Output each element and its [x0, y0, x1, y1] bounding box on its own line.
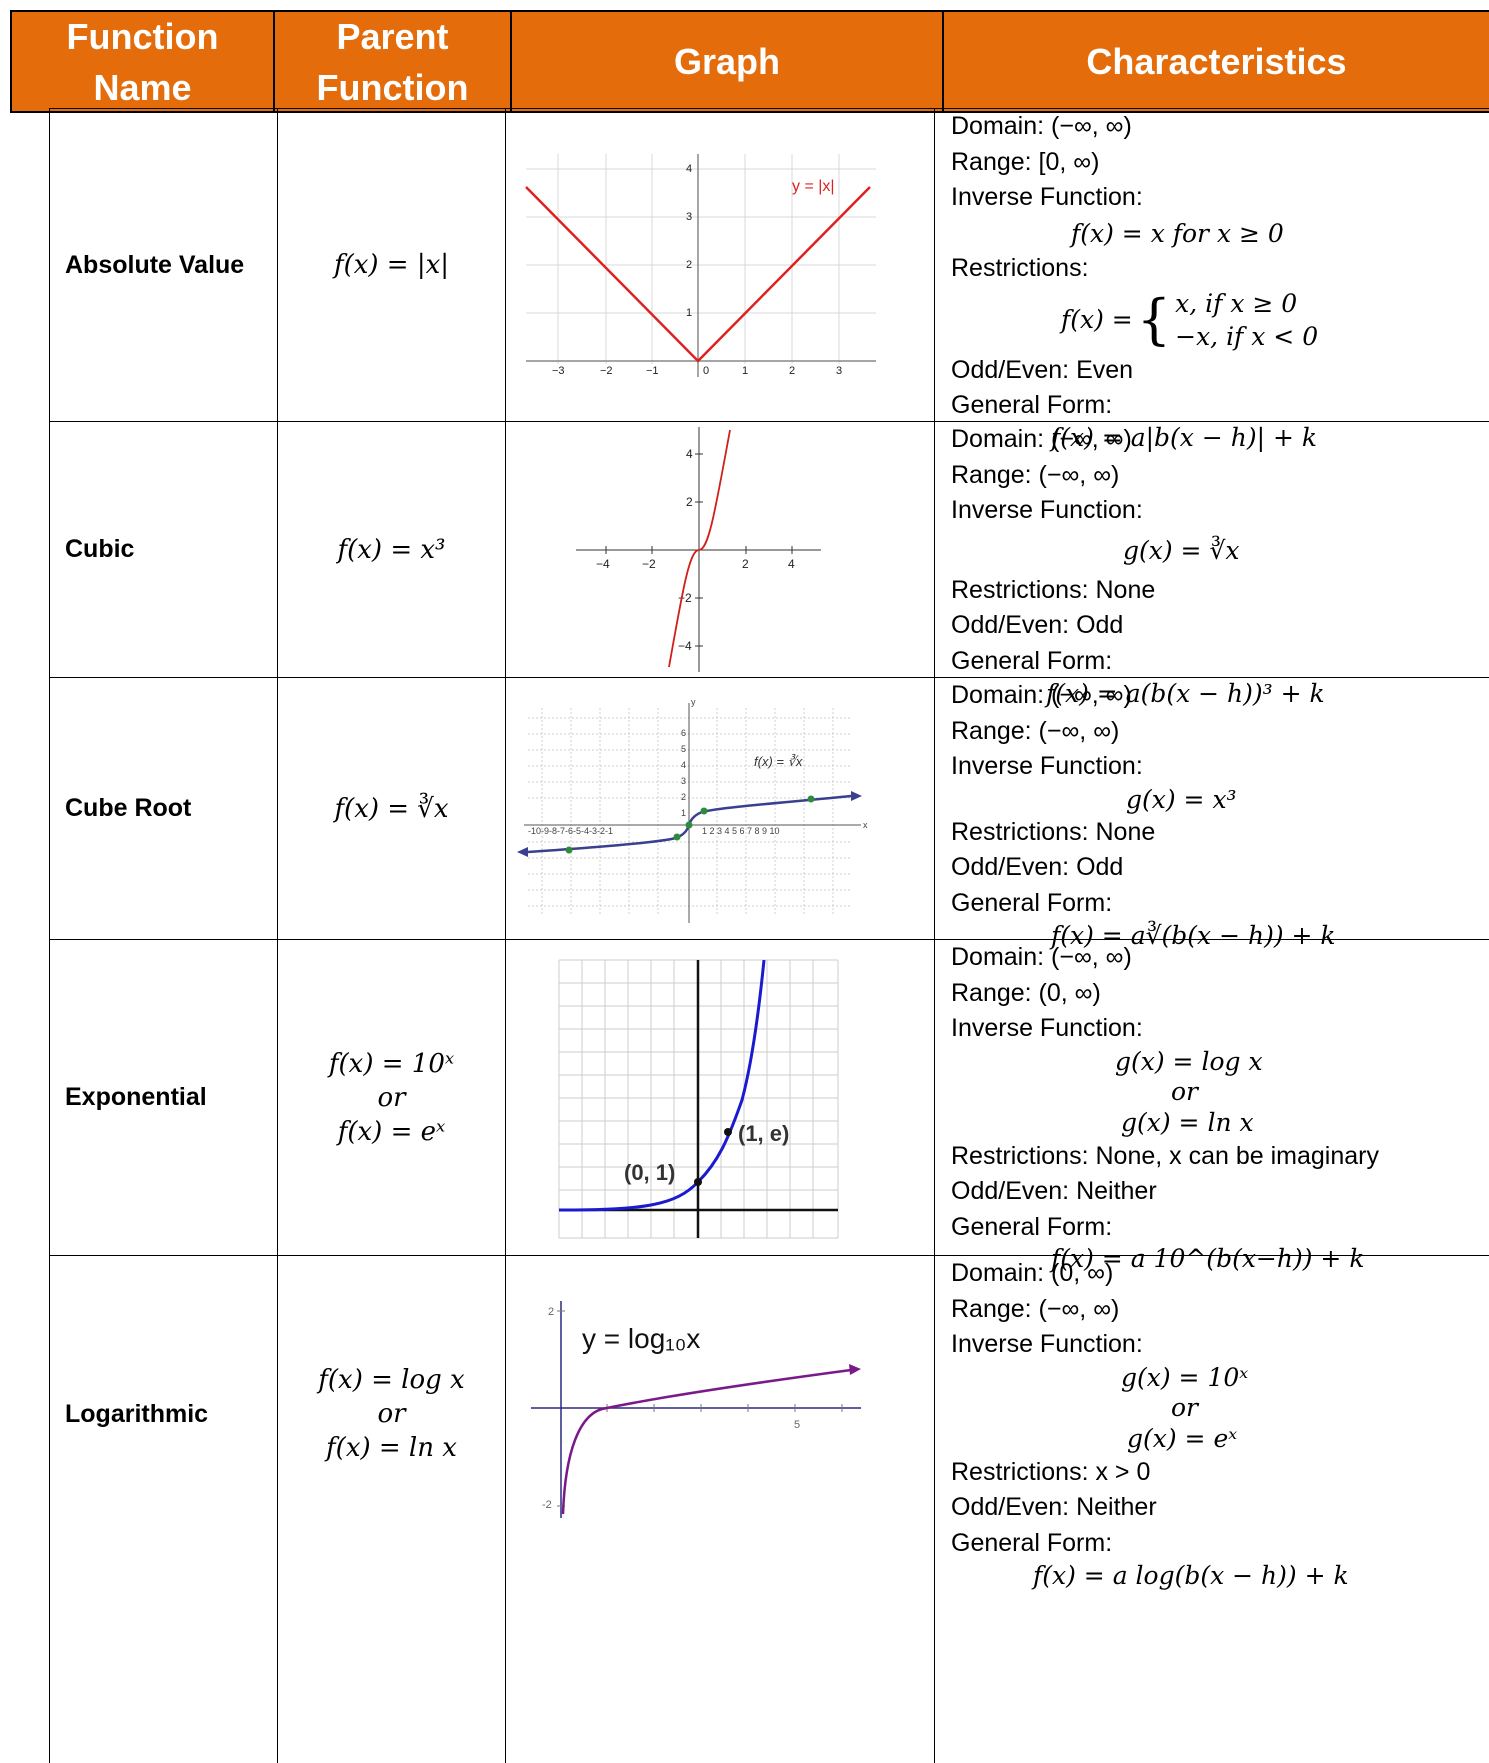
exponential-curve [558, 959, 766, 1212]
svg-text:-10-9-8-7-6-5-4-3-2-1: -10-9-8-7-6-5-4-3-2-1 [528, 826, 613, 836]
function-name: Cubic [49, 422, 278, 677]
parent-function: f(x) = x³ [278, 422, 506, 677]
log-curve [561, 1368, 852, 1515]
svg-text:4: 4 [681, 760, 686, 770]
table-row: Logarithmic f(x) = log x or f(x) = ln x … [49, 1256, 1489, 1763]
table-row: Exponential f(x) = 10ˣ or f(x) = eˣ [49, 940, 1489, 1273]
svg-text:2: 2 [789, 365, 795, 377]
svg-text:1: 1 [742, 365, 748, 377]
header-text: Name [93, 66, 192, 108]
point-label: (1, e) [738, 1121, 789, 1146]
cubic-graph: −4 −2 2 4 42−2−4 [576, 427, 821, 672]
absolute-value-graph: −3 −2 −1 0 1 2 3 1 2 3 4 y = |x| [525, 154, 876, 377]
svg-text:1: 1 [686, 307, 692, 319]
header-graph: Graph [512, 12, 944, 111]
table-row: Cube Root f(x) = ∛x -10-9-8-7-6-5-4-3-2- [49, 678, 1489, 950]
svg-text:2: 2 [742, 557, 749, 571]
svg-text:3: 3 [686, 211, 692, 223]
characteristics-cell: Domain: (−∞, ∞) Range: (−∞, ∞) Inverse F… [951, 425, 1325, 708]
parent-function: f(x) = log x or f(x) = ln x [278, 1256, 506, 1572]
abs-curve [525, 186, 871, 363]
svg-text:2: 2 [548, 1306, 554, 1318]
svg-text:6: 6 [681, 728, 686, 738]
graph-cell: -10-9-8-7-6-5-4-3-2-1 1 2 3 4 5 6 7 8 9 … [506, 678, 935, 939]
characteristics-cell: Domain: (−∞, ∞) Range: (−∞, ∞) Inverse F… [951, 681, 1336, 950]
table-row: Absolute Value f(x) = |x| −3 −2 −1 0 1 2 3 1 2… [49, 108, 1489, 451]
characteristics-cell: Domain: (−∞, ∞) Range: [0, ∞) Inverse Fu… [935, 109, 1489, 451]
svg-text:1: 1 [681, 808, 686, 818]
svg-text:2: 2 [681, 792, 686, 802]
header-text: Function [316, 66, 469, 108]
svg-text:−4: −4 [678, 639, 692, 653]
graph-cell: −3 −2 −1 0 1 2 3 1 2 3 4 y = |x| [506, 109, 935, 421]
svg-text:3: 3 [681, 776, 686, 786]
svg-text:4: 4 [686, 447, 693, 461]
function-name: Exponential [49, 940, 278, 1255]
svg-text:−4: −4 [596, 557, 610, 571]
svg-text:1 2 3 4 5 6 7 8 9 10: 1 2 3 4 5 6 7 8 9 10 [702, 826, 780, 836]
piecewise-definition: f(x) = { x, if x ≥ 0 −x, if x < 0 [1061, 287, 1319, 351]
graph-cell: (0, 1) (1, e) [506, 940, 935, 1255]
exponential-graph: (0, 1) (1, e) [558, 959, 839, 1239]
cube-root-graph: -10-9-8-7-6-5-4-3-2-1 1 2 3 4 5 6 7 8 9 … [517, 697, 868, 923]
svg-text:3: 3 [836, 365, 842, 377]
parent-function: f(x) = 10ˣ or f(x) = eˣ [278, 940, 506, 1255]
arrow-right-icon [851, 791, 862, 801]
svg-text:2: 2 [686, 259, 692, 271]
parent-function: f(x) = |x| [278, 109, 506, 421]
svg-text:−2: −2 [642, 557, 656, 571]
characteristics-cell: Domain: (0, ∞) Range: (−∞, ∞) Inverse Fu… [951, 1259, 1349, 1590]
function-name: Cube Root [49, 678, 278, 939]
graph-label: y = log₁₀x [582, 1323, 700, 1354]
graph-label: y = |x| [792, 178, 835, 195]
function-name: Absolute Value [49, 109, 278, 421]
graph-cell: −4 −2 2 4 4 2 −2 −4 [506, 422, 935, 677]
header-function-name: Function Name [10, 12, 275, 111]
svg-text:−3: −3 [552, 365, 565, 377]
characteristics-cell: Domain: (−∞, ∞) Range: (0, ∞) Inverse Fu… [951, 943, 1379, 1273]
svg-text:x: x [863, 820, 868, 830]
svg-text:5: 5 [794, 1419, 800, 1431]
svg-text:-2: -2 [542, 1499, 552, 1511]
graph-cell: 2 -2 5 y = log₁₀x [506, 1256, 935, 1572]
svg-text:4: 4 [788, 557, 795, 571]
header-text: Function [66, 15, 219, 57]
point-label: (0, 1) [624, 1160, 675, 1185]
brace-icon: { [1136, 287, 1172, 351]
header-text: Parent [336, 15, 449, 57]
svg-text:5: 5 [681, 744, 686, 754]
cubic-curve [668, 429, 731, 668]
svg-text:−2: −2 [600, 365, 613, 377]
header-characteristics: Characteristics [1086, 41, 1347, 82]
svg-text:4: 4 [686, 163, 692, 175]
table-row: Cubic f(x) = x³ −4 −2 2 4 4 2 −2 −4 Domain: (−… [49, 422, 1489, 708]
table-header: Function Name Parent Function Graph Charac… [10, 10, 1489, 113]
parent-function: f(x) = ∛x [278, 678, 506, 939]
svg-text:y: y [691, 697, 696, 707]
arrow-right-icon [849, 1364, 861, 1375]
graph-label: f(x) = ∛x [754, 753, 803, 769]
svg-text:0: 0 [703, 365, 709, 377]
logarithmic-graph: 2 -2 5 y = log₁₀x [531, 1301, 861, 1518]
arrow-left-icon [517, 847, 528, 857]
svg-text:−1: −1 [646, 365, 659, 377]
function-name: Logarithmic [49, 1256, 278, 1572]
svg-text:2: 2 [686, 495, 693, 509]
header-parent-function: Parent Function [275, 12, 512, 111]
